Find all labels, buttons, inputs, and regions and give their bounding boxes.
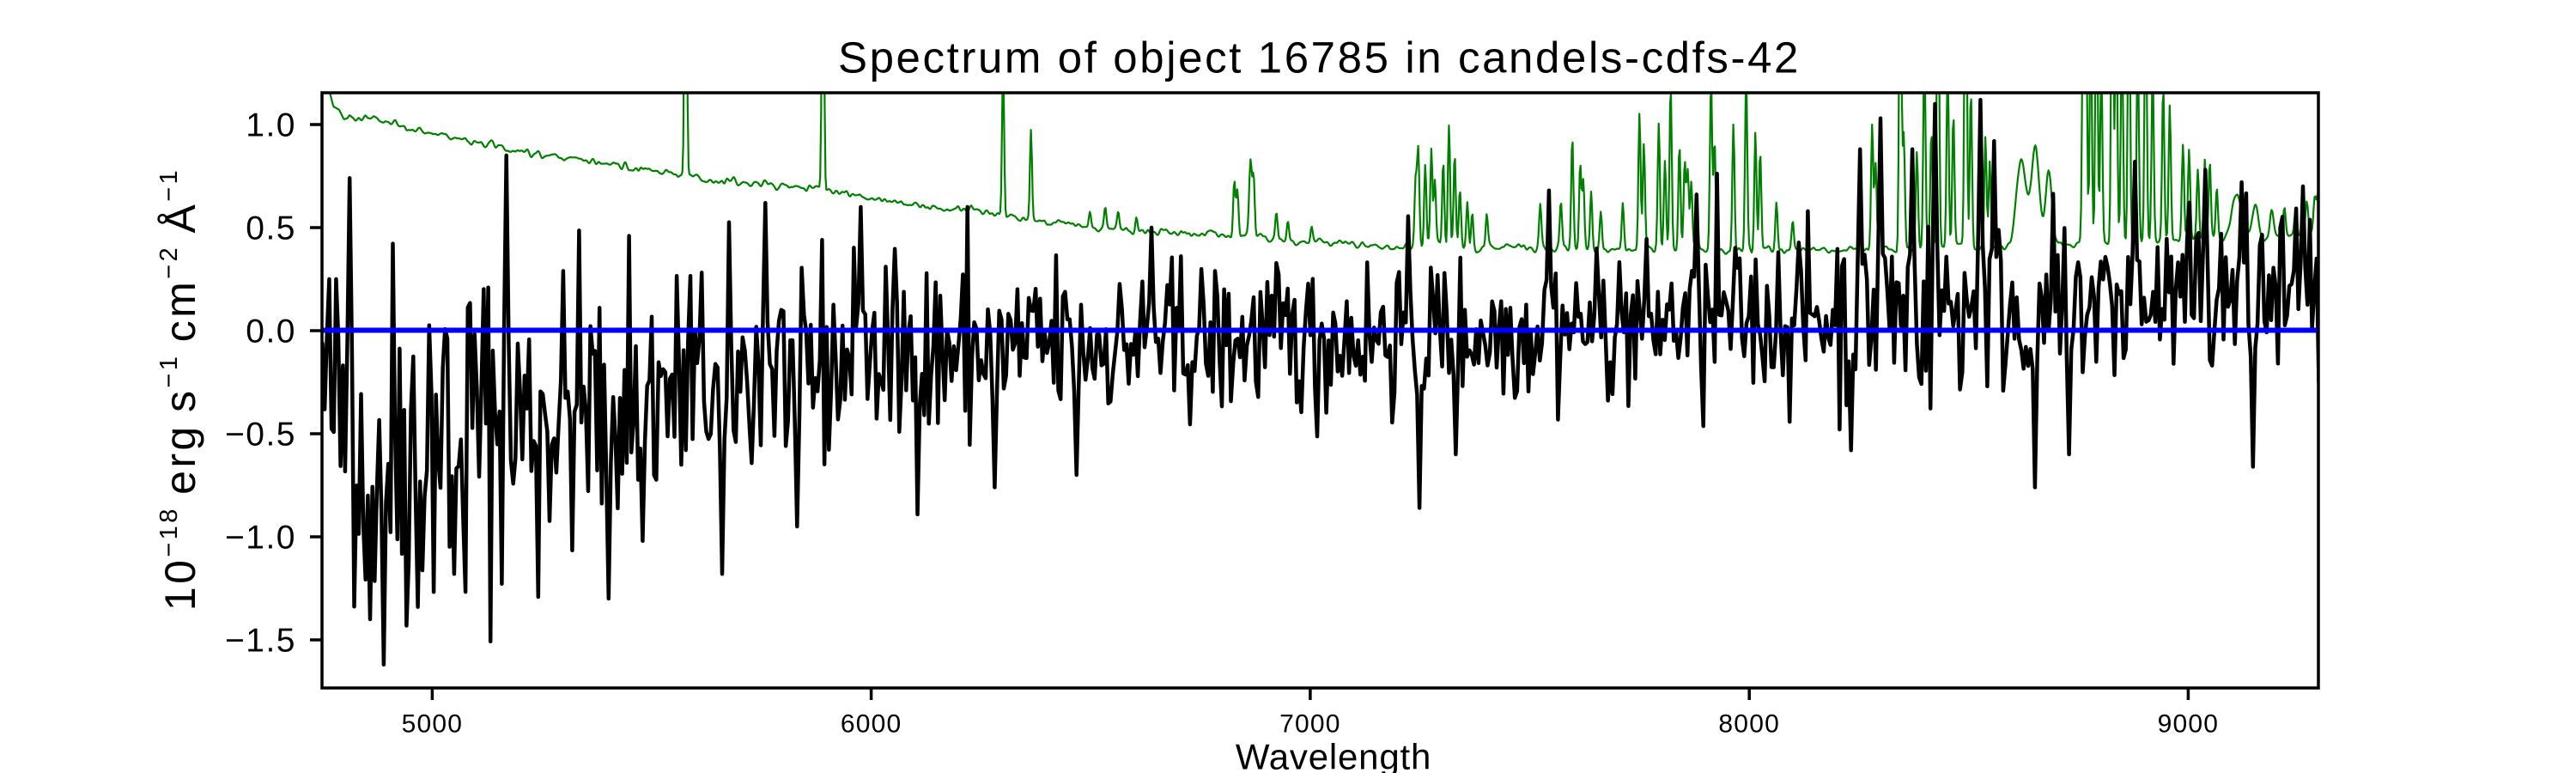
svg-text:1.0: 1.0	[246, 107, 296, 144]
svg-text:−0.5: −0.5	[225, 417, 296, 453]
svg-text:Spectrum of object 16785 in ca: Spectrum of object 16785 in candels-cdfs…	[838, 33, 1801, 82]
svg-text:−1.5: −1.5	[225, 623, 296, 660]
svg-text:7000: 7000	[1279, 710, 1341, 739]
svg-text:5000: 5000	[402, 710, 464, 739]
svg-text:8000: 8000	[1718, 710, 1780, 739]
svg-text:0.0: 0.0	[246, 313, 296, 350]
svg-text:0.5: 0.5	[246, 210, 296, 247]
svg-text:−1.0: −1.0	[225, 520, 296, 557]
svg-text:Wavelength: Wavelength	[1236, 737, 1431, 773]
svg-text:9000: 9000	[2158, 710, 2220, 739]
svg-text:6000: 6000	[841, 710, 902, 739]
